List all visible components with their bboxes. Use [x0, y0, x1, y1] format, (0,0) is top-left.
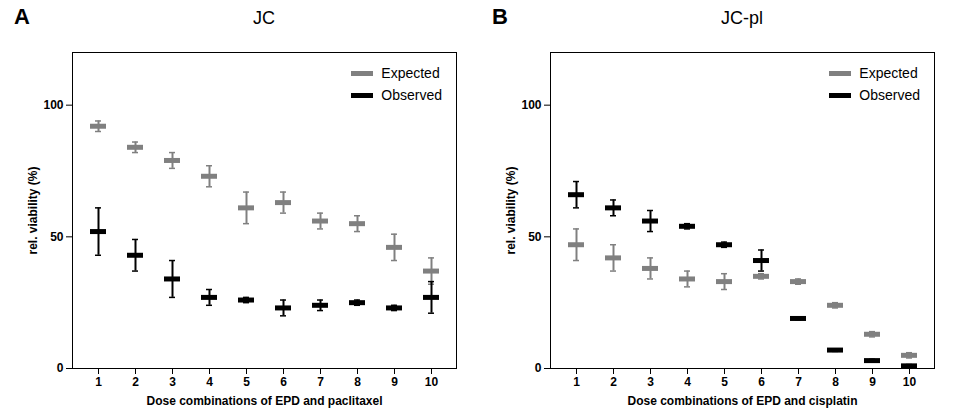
svg-text:50: 50 [50, 230, 64, 244]
svg-text:Dose combinations of EPD and c: Dose combinations of EPD and cisplatin [627, 394, 857, 408]
svg-text:5: 5 [721, 375, 728, 389]
svg-text:10: 10 [425, 375, 439, 389]
html-text:Expected: Expected [381, 65, 440, 81]
svg-text:3: 3 [169, 375, 176, 389]
svg-text:4: 4 [684, 375, 691, 389]
svg-text:7: 7 [317, 375, 324, 389]
html-text:JC-pl: JC-pl [721, 8, 763, 28]
svg-text:5: 5 [243, 375, 250, 389]
html-text:JC: JC [253, 8, 275, 28]
svg-text:0: 0 [535, 361, 542, 375]
svg-text:8: 8 [354, 375, 361, 389]
svg-text:100: 100 [43, 98, 63, 112]
html-text:A: A [14, 4, 30, 29]
svg-text:10: 10 [903, 375, 917, 389]
svg-text:6: 6 [758, 375, 765, 389]
svg-text:rel. viability (%): rel. viability (%) [26, 166, 40, 254]
svg-text:9: 9 [869, 375, 876, 389]
svg-text:2: 2 [610, 375, 617, 389]
svg-text:9: 9 [391, 375, 398, 389]
svg-text:1: 1 [95, 375, 102, 389]
svg-text:2: 2 [132, 375, 139, 389]
svg-text:50: 50 [528, 230, 542, 244]
svg-text:100: 100 [521, 98, 541, 112]
svg-text:3: 3 [647, 375, 654, 389]
html-text:Expected: Expected [859, 65, 918, 81]
svg-text:8: 8 [832, 375, 839, 389]
svg-text:0: 0 [57, 361, 64, 375]
html-text:Observed: Observed [859, 87, 920, 103]
svg-text:4: 4 [206, 375, 213, 389]
svg-text:Dose combinations of EPD and p: Dose combinations of EPD and paclitaxel [146, 394, 382, 408]
html-text:B: B [492, 4, 508, 29]
svg-text:6: 6 [280, 375, 287, 389]
html-text:Observed: Observed [381, 87, 442, 103]
svg-text:rel. viability (%): rel. viability (%) [504, 166, 518, 254]
svg-text:7: 7 [795, 375, 802, 389]
svg-text:1: 1 [573, 375, 580, 389]
